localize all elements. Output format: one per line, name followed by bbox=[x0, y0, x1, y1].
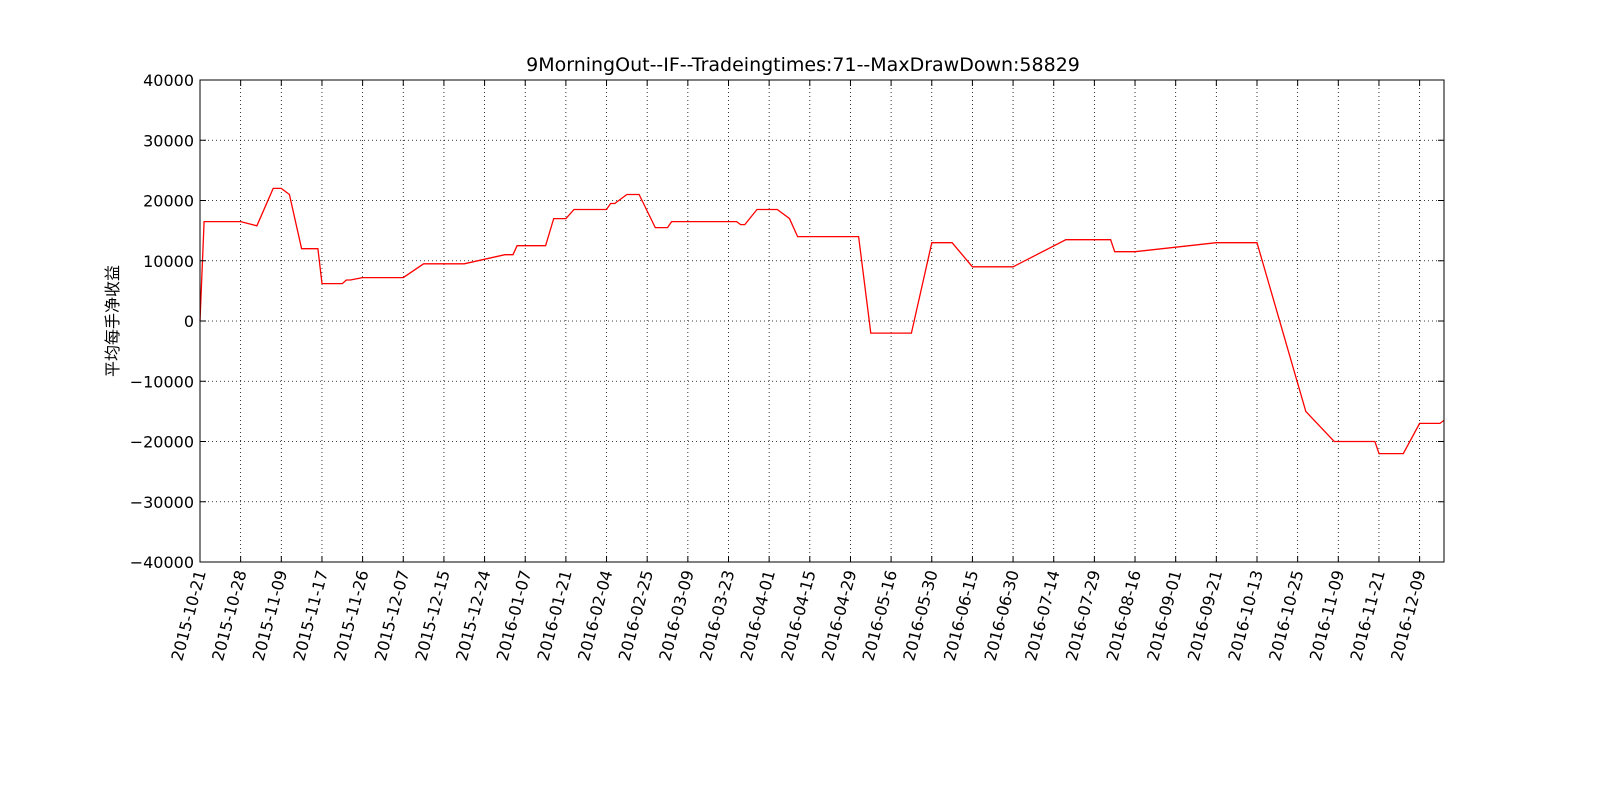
x-tick-label: 2016-09-01 bbox=[1143, 568, 1185, 663]
y-axis-label: 平均每手净收益 bbox=[103, 265, 122, 377]
y-tick-label: 30000 bbox=[143, 131, 194, 150]
x-tick-label: 2015-12-24 bbox=[452, 568, 494, 663]
x-tick-label: 2016-05-30 bbox=[899, 568, 941, 663]
x-tick-label: 2016-03-09 bbox=[655, 568, 697, 663]
series-line bbox=[199, 187, 1445, 455]
x-tick-label: 2016-11-09 bbox=[1306, 568, 1348, 663]
chart-title: 9MorningOut--IF--Tradeingtimes:71--MaxDr… bbox=[526, 54, 1080, 76]
plot-area-frame bbox=[199, 79, 1445, 563]
y-tick-label: 10000 bbox=[143, 252, 194, 271]
x-axis: 2015-10-212015-10-282015-11-092015-11-17… bbox=[167, 80, 1429, 663]
x-tick-label: 2016-12-09 bbox=[1387, 568, 1429, 663]
x-tick-label: 2016-04-01 bbox=[737, 568, 779, 663]
x-tick-label: 2016-05-16 bbox=[859, 568, 901, 663]
x-tick-label: 2015-11-17 bbox=[289, 568, 331, 663]
y-tick-label: 0 bbox=[184, 312, 194, 331]
x-tick-label: 2016-07-29 bbox=[1062, 568, 1104, 663]
x-tick-label: 2016-03-23 bbox=[696, 568, 738, 663]
y-tick-label: 20000 bbox=[143, 192, 194, 211]
x-tick-label: 2016-09-21 bbox=[1184, 568, 1226, 663]
y-tick-label: −20000 bbox=[130, 433, 194, 452]
x-tick-label: 2016-06-30 bbox=[981, 568, 1023, 663]
x-tick-label: 2016-11-21 bbox=[1346, 568, 1388, 663]
x-tick-label: 2016-10-25 bbox=[1265, 568, 1307, 663]
y-tick-label: 40000 bbox=[143, 71, 194, 90]
x-tick-label: 2015-10-28 bbox=[208, 568, 250, 663]
grid bbox=[200, 80, 1444, 562]
x-tick-label: 2015-11-26 bbox=[330, 568, 372, 663]
x-tick-label: 2015-12-07 bbox=[371, 568, 413, 663]
x-tick-label: 2016-01-21 bbox=[533, 568, 575, 663]
x-tick-label: 2016-10-13 bbox=[1224, 568, 1266, 663]
y-axis: 40000 30000 20000 10000 0 −10000 −20000 −30000 −… bbox=[130, 71, 1444, 572]
x-tick-label: 2016-06-15 bbox=[940, 568, 982, 663]
x-tick-label: 2016-02-25 bbox=[615, 568, 657, 663]
x-tick-label: 2016-04-29 bbox=[818, 568, 860, 663]
x-tick-label: 2016-08-16 bbox=[1102, 568, 1144, 663]
x-tick-label: 2015-11-09 bbox=[249, 568, 291, 663]
x-tick-label: 2016-07-14 bbox=[1021, 568, 1063, 663]
x-tick-label: 2016-01-07 bbox=[493, 568, 535, 663]
x-tick-label: 2015-12-15 bbox=[411, 568, 453, 663]
x-tick-label: 2016-04-15 bbox=[777, 568, 819, 663]
y-tick-label: −40000 bbox=[130, 553, 194, 572]
y-tick-label: −30000 bbox=[130, 493, 194, 512]
x-tick-label: 2015-10-21 bbox=[167, 568, 209, 663]
x-tick-label: 2016-02-04 bbox=[574, 568, 616, 663]
y-tick-label: −10000 bbox=[130, 372, 194, 391]
